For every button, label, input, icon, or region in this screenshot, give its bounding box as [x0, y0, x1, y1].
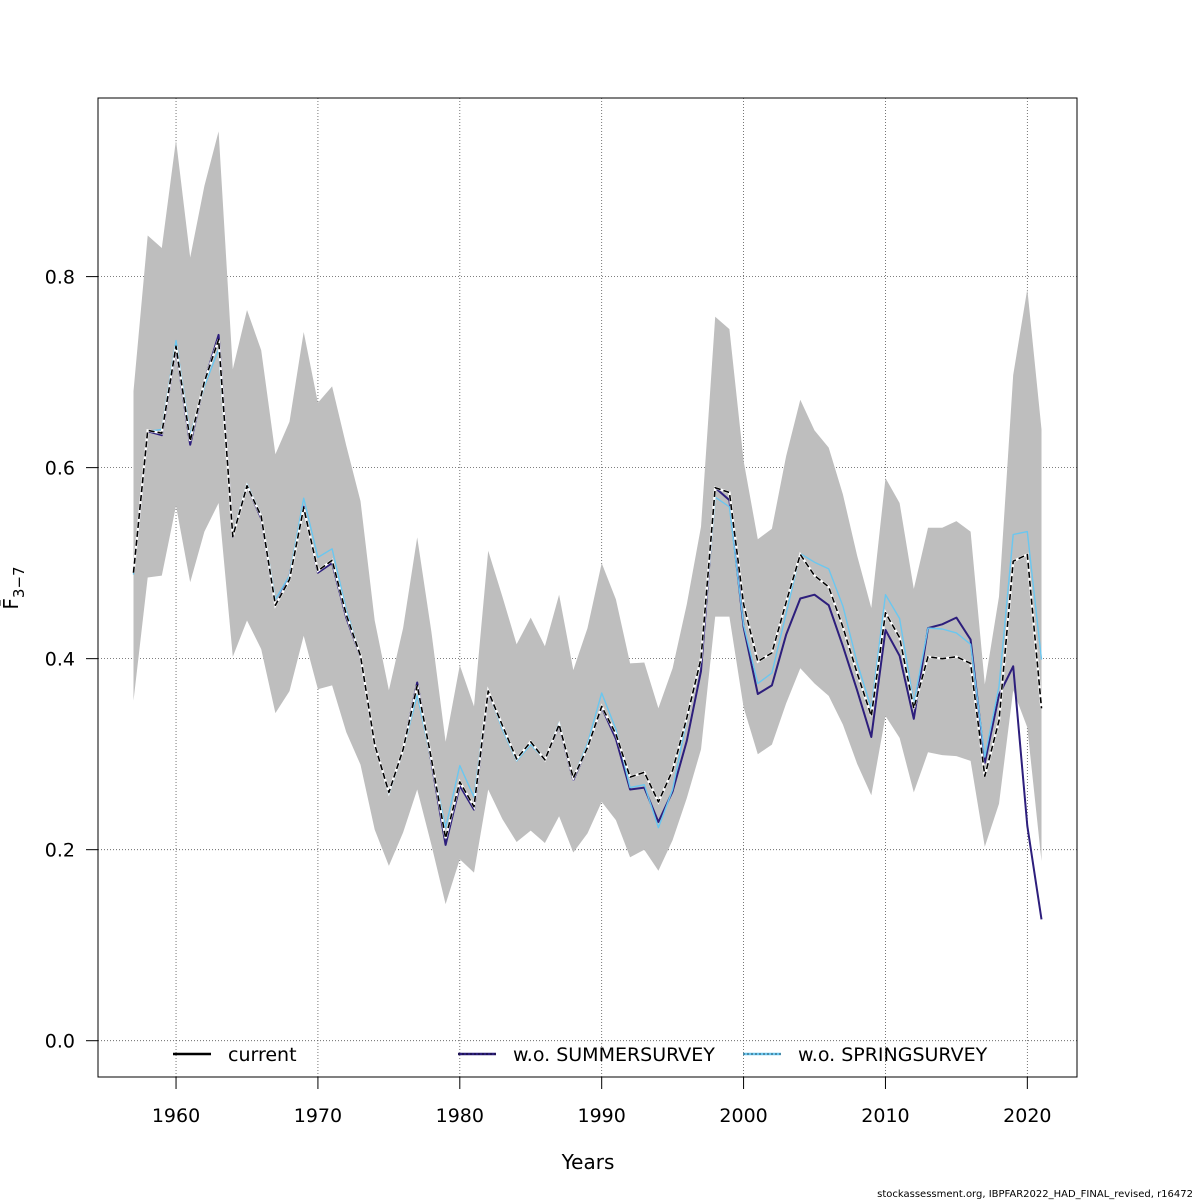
- x-axis: 1960 1970 1980 1990 2000 2010 2020: [152, 1076, 1052, 1127]
- series-line-w-o-springsurvey: [132, 339, 1043, 829]
- legend-label-0: current: [228, 1044, 297, 1066]
- x-tick-label-6: 2020: [1003, 1105, 1051, 1127]
- series-line-current: [132, 338, 1043, 840]
- y-tick-label-3: 0.6: [45, 458, 75, 480]
- y-tick-label-2: 0.4: [45, 649, 75, 671]
- legend-label-2: w.o. SPRINGSURVEY: [798, 1044, 988, 1066]
- y-axis: 0.0 0.2 0.4 0.6 0.8: [45, 267, 99, 1053]
- x-tick-label-3: 1990: [578, 1105, 626, 1127]
- x-tick-label-1: 1970: [294, 1105, 342, 1127]
- confidence-band: [133, 131, 1042, 905]
- svg-text:F̄3−7: F̄3−7: [0, 566, 28, 609]
- y-tick-label-0: 0.0: [45, 1031, 75, 1053]
- x-tick-label-4: 2000: [719, 1105, 767, 1127]
- x-tick-label-2: 1980: [436, 1105, 484, 1127]
- legend: current w.o. SUMMERSURVEY w.o. SPRINGSURVE…: [173, 1044, 988, 1066]
- series-lines: [132, 333, 1043, 920]
- x-axis-title: Years: [561, 1150, 615, 1174]
- x-tick-label-0: 1960: [152, 1105, 200, 1127]
- y-axis-title-main: F̄: [0, 598, 23, 610]
- y-tick-label-4: 0.8: [45, 267, 75, 289]
- x-tick-label-5: 2010: [861, 1105, 909, 1127]
- y-tick-label-1: 0.2: [45, 840, 75, 862]
- confidence-band-area: [133, 131, 1042, 905]
- footer-credit: stockassessment.org, IBPFAR2022_HAD_FINA…: [877, 1189, 1193, 1200]
- legend-label-1: w.o. SUMMERSURVEY: [513, 1044, 715, 1066]
- y-axis-title: F̄3−7: [0, 566, 28, 609]
- y-axis-title-subscript: 3−7: [10, 566, 28, 598]
